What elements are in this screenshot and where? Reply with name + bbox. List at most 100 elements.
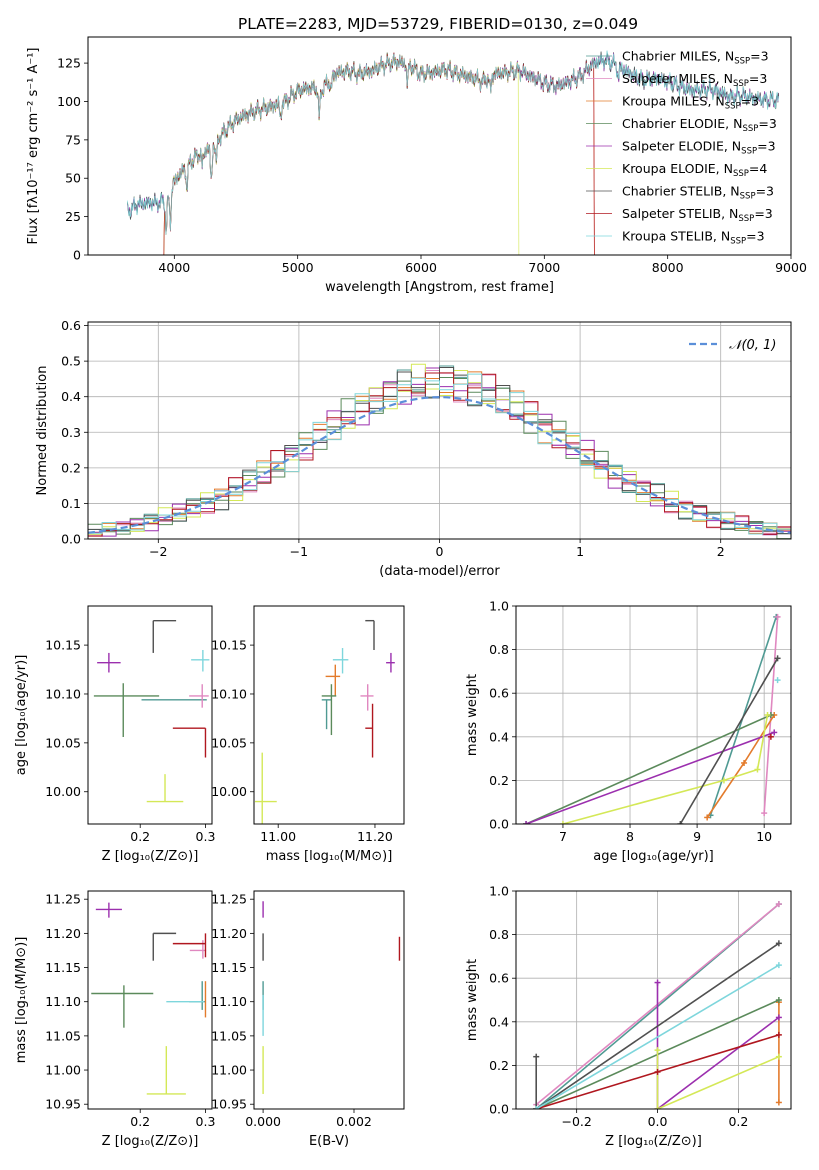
weight-series: [533, 962, 782, 1109]
y-axis-label: mass [log₁₀(M/M⊙)]: [14, 937, 29, 1064]
y-tick-label: 50: [65, 171, 81, 186]
y-tick-label: 0.4: [489, 1014, 509, 1029]
weight-series: [654, 1047, 782, 1109]
mass_weight_vs_age-axes: 7 8 9 10 0.0 0.2 0.4 0.6 0.8 1.0 age [log₁₀(age/yr…: [465, 599, 791, 864]
x-tick-label: 1: [576, 544, 584, 559]
y-tick-label: 0.0: [489, 817, 509, 832]
x-tick-label: 0.0: [648, 1114, 668, 1129]
y-tick-label: 0.1: [61, 496, 81, 511]
x-axis-label: Z [log₁₀(Z/Z⊙)]: [102, 849, 199, 864]
axes-frame: [87, 890, 213, 1110]
normal-reference-curve: [88, 395, 791, 534]
x-tick-label: 9: [693, 829, 701, 844]
y-tick-label: 0.4: [489, 729, 509, 744]
y-tick-label: 0.0: [61, 532, 81, 547]
legend-entry: Salpeter STELIB, NSSP=3: [622, 206, 773, 224]
weight-line: [525, 731, 775, 824]
mass_vs_EBV-points: [262, 901, 401, 1094]
weight-series: [559, 712, 771, 824]
errorbar-point: [321, 684, 337, 736]
axes-frame: [515, 605, 792, 825]
weight-line: [656, 1050, 780, 1109]
y-tick-label: 11.05: [211, 1028, 247, 1043]
mass_vs_EBV-axes: 0.000 0.002 10.95 11.00 11.05 11.10 11.15 11.20…: [211, 892, 372, 1149]
weight-series: [677, 655, 781, 824]
x-tick-label: 0.2: [728, 1114, 748, 1129]
x-axis-label: age [log₁₀(age/yr)]: [593, 849, 714, 864]
age_vs_Z-axes: 0.2 0.3 10.00 10.05 10.10 10.15 Z [log₁₀(Z/Z⊙)…: [14, 638, 215, 864]
x-axis-label: wavelength [Angstrom, rest frame]: [325, 280, 554, 295]
residual_histogram-axes: −2 −1 0 1 2 0.0 0.1 0.2 0.3 0.4 0.5 0.6 (data-model)…: [35, 318, 791, 579]
y-tick-label: 0.6: [489, 971, 509, 986]
x-tick-label: 10: [756, 829, 772, 844]
x-tick-label: 0.3: [196, 1114, 216, 1129]
x-tick-label: 0.000: [245, 1114, 281, 1129]
x-tick-label: 11.20: [357, 829, 393, 844]
y-tick-label: 125: [57, 56, 81, 71]
spectrum-line: [127, 50, 780, 235]
weight-line: [679, 657, 779, 824]
weight-line: [525, 714, 772, 824]
x-axis-label: Z [log₁₀(Z/Z⊙)]: [102, 1134, 199, 1149]
y-tick-label: 1.0: [489, 884, 509, 899]
errorbar-point: [386, 652, 395, 673]
y-tick-label: 11.00: [45, 1063, 81, 1078]
errorbar-point: [172, 933, 207, 958]
y-tick-label: 11.20: [45, 926, 81, 941]
y-tick-label: 10.95: [211, 1097, 247, 1112]
axes-frame: [87, 321, 792, 540]
axes-frame: [253, 890, 405, 1110]
legend-entry: Salpeter ELODIE, NSSP=3: [622, 139, 776, 157]
y-tick-label: 11.00: [211, 1063, 247, 1078]
x-tick-label: −2: [149, 544, 167, 559]
y-tick-label: 11.20: [211, 926, 247, 941]
weight-line: [535, 964, 780, 1109]
y-tick-label: 11.10: [211, 994, 247, 1009]
y-axis-label: Flux [fλ10⁻¹⁷ erg cm⁻² s⁻¹ A⁻¹]: [26, 48, 41, 245]
x-tick-label: 11.00: [260, 829, 296, 844]
x-tick-label: 8: [626, 829, 634, 844]
axes-frame: [87, 36, 792, 256]
errorbar-point: [152, 932, 177, 961]
x-tick-label: 2: [717, 544, 725, 559]
y-tick-label: 0.6: [489, 686, 509, 701]
x-axis-label: Z [log₁₀(Z/Z⊙)]: [605, 1134, 702, 1149]
histogram-series: [88, 363, 791, 539]
spectrum-lines: [127, 50, 780, 255]
x-tick-label: 7000: [528, 260, 560, 275]
y-tick-label: 11.05: [45, 1028, 81, 1043]
legend-entry: Chabrier MILES, NSSP=3: [622, 49, 769, 67]
y-tick-label: 11.25: [211, 892, 247, 907]
x-tick-label: 7: [559, 829, 567, 844]
y-axis-label: mass weight: [465, 674, 480, 756]
axes-frame: [515, 890, 792, 1110]
errorbar-point: [152, 619, 177, 653]
y-tick-label: 10.15: [45, 638, 81, 653]
errorbar-point: [95, 902, 122, 918]
y-tick-label: 11.25: [45, 892, 81, 907]
x-tick-label: 0.3: [196, 829, 216, 844]
y-tick-label: 0.2: [489, 1058, 509, 1073]
mass_weight_vs_Z-axes: −0.2 0.0 0.2 0.0 0.2 0.4 0.6 0.8 1.0 Z [log₁₀(Z/Z…: [465, 884, 791, 1149]
legend-entry: Chabrier ELODIE, NSSP=3: [622, 116, 777, 134]
errorbar-point: [146, 1046, 186, 1095]
x-tick-label: 0.2: [130, 829, 150, 844]
y-tick-label: 0.3: [61, 425, 81, 440]
legend-entry: 𝒩(0, 1): [729, 338, 776, 353]
y-tick-label: 0.6: [61, 318, 81, 333]
y-tick-label: 0.5: [61, 354, 81, 369]
charts-layer: 4000 5000 6000 7000 8000 90000255075100125wav…: [14, 36, 807, 1149]
y-axis-label: Normed distribution: [35, 366, 50, 496]
y-tick-label: 11.10: [45, 994, 81, 1009]
y-tick-label: 10.00: [211, 784, 247, 799]
y-tick-label: 11.15: [45, 960, 81, 975]
errorbar-point: [93, 683, 160, 737]
mass_vs_Z-points: [91, 902, 207, 1095]
x-tick-label: 0.2: [130, 1114, 150, 1129]
y-axis-label: age [log₁₀(age/yr)]: [14, 655, 29, 776]
age_vs_mass-axes: 11.00 11.20 10.00 10.05 10.10 10.15 mass [log₁…: [211, 638, 393, 864]
x-tick-label: −0.2: [561, 1114, 591, 1129]
weight-series: [523, 729, 778, 824]
x-tick-label: 0.002: [336, 1114, 372, 1129]
weight-series: [774, 677, 781, 684]
